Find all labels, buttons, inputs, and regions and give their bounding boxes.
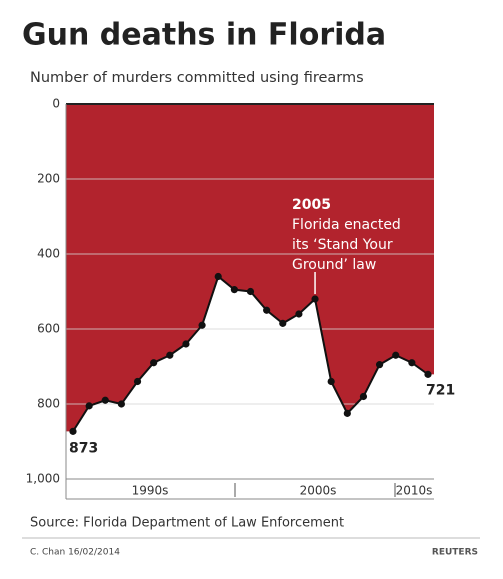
point bbox=[327, 377, 335, 386]
point bbox=[408, 359, 416, 367]
annotation-title: 2005 bbox=[292, 197, 331, 213]
area bbox=[66, 104, 434, 432]
point bbox=[182, 340, 190, 348]
y-tick-label: 1,000 bbox=[26, 472, 60, 486]
end-label: 721 bbox=[426, 382, 455, 398]
y-tick-label: 400 bbox=[37, 247, 60, 261]
point bbox=[150, 359, 158, 367]
source: Source: Florida Department of Law Enforc… bbox=[30, 516, 344, 531]
point bbox=[424, 370, 432, 378]
chart-title: Gun deaths in Florida bbox=[22, 18, 386, 53]
point bbox=[166, 351, 174, 359]
point bbox=[133, 377, 142, 386]
annotation-text: Ground’ law bbox=[292, 257, 376, 273]
credit: C. Chan 16/02/2014 bbox=[30, 548, 120, 558]
y-tick-label: 600 bbox=[37, 322, 60, 336]
point bbox=[311, 295, 319, 303]
point bbox=[295, 310, 303, 318]
x-axis-label: 1990s bbox=[132, 484, 169, 498]
point bbox=[246, 287, 255, 296]
point bbox=[392, 351, 400, 359]
x-axis-label: 2010s bbox=[396, 484, 433, 498]
y-tick-label: 800 bbox=[37, 397, 60, 411]
point bbox=[117, 400, 126, 408]
point bbox=[230, 286, 238, 294]
point bbox=[375, 361, 384, 369]
point bbox=[279, 319, 287, 327]
point bbox=[343, 409, 351, 417]
annotation-text: Florida enacted bbox=[292, 217, 401, 233]
brand: REUTERS bbox=[432, 548, 478, 558]
point bbox=[263, 306, 271, 314]
point bbox=[198, 321, 206, 329]
point bbox=[101, 396, 109, 404]
point bbox=[214, 272, 222, 281]
point bbox=[359, 392, 368, 401]
chart-subtitle: Number of murders committed using firear… bbox=[30, 70, 364, 86]
annotation-text: its ‘Stand Your bbox=[292, 237, 393, 253]
point bbox=[69, 427, 77, 435]
y-tick-label: 0 bbox=[52, 97, 60, 111]
y-tick-label: 200 bbox=[37, 172, 60, 186]
point bbox=[85, 402, 93, 410]
x-axis-label: 2000s bbox=[300, 484, 337, 498]
start-label: 873 bbox=[69, 440, 98, 456]
